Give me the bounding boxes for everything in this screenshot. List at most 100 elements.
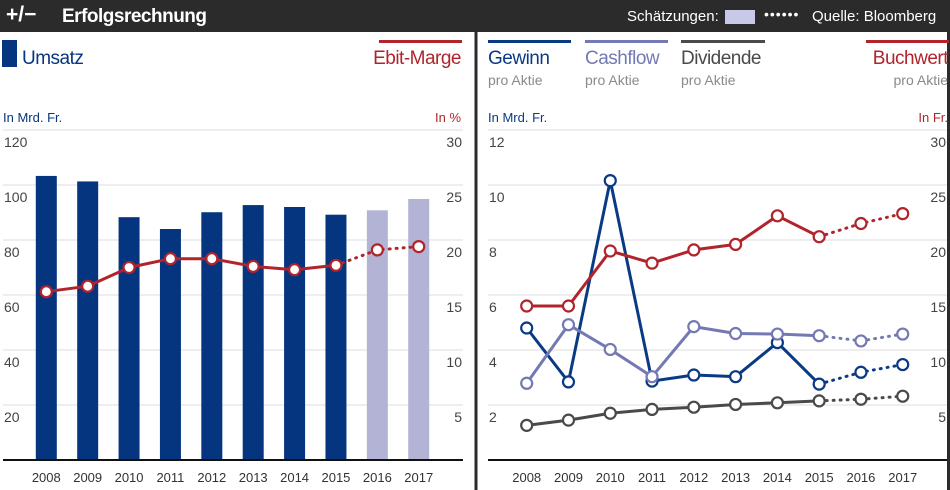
right-tick-label: 10 (930, 354, 946, 370)
point-ebit-2011 (163, 252, 178, 266)
x-tick-label: 2011 (156, 470, 184, 485)
bar-2011 (159, 229, 181, 460)
left-tick-label: 4 (489, 354, 497, 370)
point-gewinn-2012 (687, 368, 701, 382)
left-tick-label: 8 (489, 244, 497, 260)
point-ebit-2013 (246, 259, 260, 273)
right-tick-label: 30 (930, 134, 946, 150)
point-ebit-2009 (81, 279, 95, 293)
point-buchwert-2017 (896, 207, 910, 221)
point-gewinn-2017 (896, 357, 910, 372)
legend-gewinn-line (488, 40, 571, 43)
point-ebit-2014 (287, 263, 302, 277)
right-tick-label: 5 (938, 409, 946, 425)
right-tick-label: 10 (446, 354, 462, 370)
legend-buchwert-line (866, 40, 949, 43)
point-buchwert-2012 (687, 243, 701, 257)
x-tick-label: 2016 (363, 470, 392, 485)
x-tick-label: 2015 (805, 470, 834, 485)
point-gewinn-2016 (854, 365, 868, 379)
bar-2010 (118, 217, 140, 460)
point-dividende-2008 (520, 418, 534, 432)
bar-2014 (284, 207, 306, 460)
legend-ebit-line (379, 40, 462, 43)
right-axis-unit: In % (434, 110, 461, 125)
left-tick-label: 10 (489, 189, 505, 205)
left-tick-label: 12 (489, 134, 505, 150)
point-buchwert-2011 (645, 256, 659, 270)
point-dividende-2012 (687, 400, 701, 414)
line-buchwert (526, 214, 820, 308)
line-dividende (526, 399, 820, 427)
plus-minus-icon[interactable]: +/− (6, 3, 37, 26)
point-gewinn-2013 (728, 370, 743, 384)
right-tick-label: 20 (446, 244, 462, 260)
legend-dividende-line (681, 40, 765, 43)
point-cashflow-2016 (854, 334, 868, 348)
source-label: Quelle: Bloomberg (812, 8, 937, 25)
x-tick-label: 2013 (721, 470, 750, 485)
left-axis-unit: In Mrd. Fr. (3, 110, 63, 125)
point-buchwert-2015 (812, 230, 826, 244)
legend-umsatz: Umsatz (22, 48, 84, 69)
legend-umsatz-swatch (2, 40, 17, 67)
x-tick-label: 2010 (596, 470, 625, 485)
x-tick-label: 2013 (239, 470, 268, 485)
right-tick-label: 30 (446, 134, 462, 150)
x-tick-label: 2008 (32, 470, 61, 485)
point-ebit-2008 (39, 285, 53, 299)
x-tick-label: 2017 (888, 470, 917, 485)
point-cashflow-2014 (770, 327, 784, 341)
header-bar: +/− Erfolgsrechnung Schätzungen: •••••• … (0, 0, 950, 32)
bar-2008 (35, 175, 57, 461)
point-dividende-2010 (603, 406, 617, 420)
point-dividende-2017 (896, 389, 910, 403)
point-gewinn-2015 (812, 377, 826, 391)
left-tick-label: 40 (4, 354, 20, 370)
line-ebit (46, 257, 337, 294)
x-tick-label: 2012 (679, 470, 708, 485)
legend-ebit-marge: Ebit-Marge (373, 48, 461, 69)
page-title: Erfolgsrechnung (62, 6, 207, 27)
point-ebit-2015 (329, 258, 343, 272)
left-axis-unit-2: In Mrd. Fr. (488, 110, 548, 125)
left-tick-label: 100 (4, 189, 28, 205)
point-buchwert-2010 (603, 244, 617, 258)
point-cashflow-2009 (561, 318, 576, 332)
bar-2012 (201, 212, 223, 460)
left-tick-label: 80 (4, 244, 20, 260)
left-tick-label: 6 (489, 299, 497, 315)
legend-dividende-sub: pro Aktie (681, 72, 736, 88)
legend-dividende: Dividende (681, 48, 762, 69)
legend-buchwert: Buchwert (872, 48, 949, 69)
point-cashflow-2015 (812, 329, 826, 343)
x-tick-label: 2009 (73, 470, 102, 485)
point-cashflow-2008 (520, 376, 534, 390)
point-gewinn-2010 (603, 174, 617, 188)
point-dividende-2014 (770, 396, 784, 410)
line-gewinn (525, 179, 821, 386)
x-tick-label: 2011 (638, 470, 666, 485)
point-ebit-2010 (122, 260, 136, 275)
right-axis-unit-2: In Fr. (918, 110, 948, 125)
bar-2009 (77, 181, 99, 461)
right-tick-label: 25 (446, 189, 462, 205)
left-tick-label: 20 (4, 409, 20, 425)
right-tick-label: 25 (930, 189, 946, 205)
point-cashflow-2010 (603, 342, 617, 357)
x-tick-label: 2009 (554, 470, 583, 485)
right-tick-label: 20 (930, 244, 946, 260)
point-buchwert-2008 (520, 299, 534, 313)
point-dividende-2013 (728, 397, 743, 412)
point-buchwert-2016 (854, 216, 868, 231)
point-buchwert-2009 (561, 299, 576, 313)
point-cashflow-2011 (645, 370, 659, 384)
line-cashflow (525, 323, 820, 385)
point-dividende-2011 (645, 402, 659, 416)
point-dividende-2016 (854, 392, 868, 406)
legend-cashflow-sub: pro Aktie (585, 72, 640, 88)
legend-cashflow: Cashflow (585, 48, 660, 69)
point-gewinn-2009 (561, 375, 576, 389)
point-dividende-2015 (812, 394, 826, 408)
